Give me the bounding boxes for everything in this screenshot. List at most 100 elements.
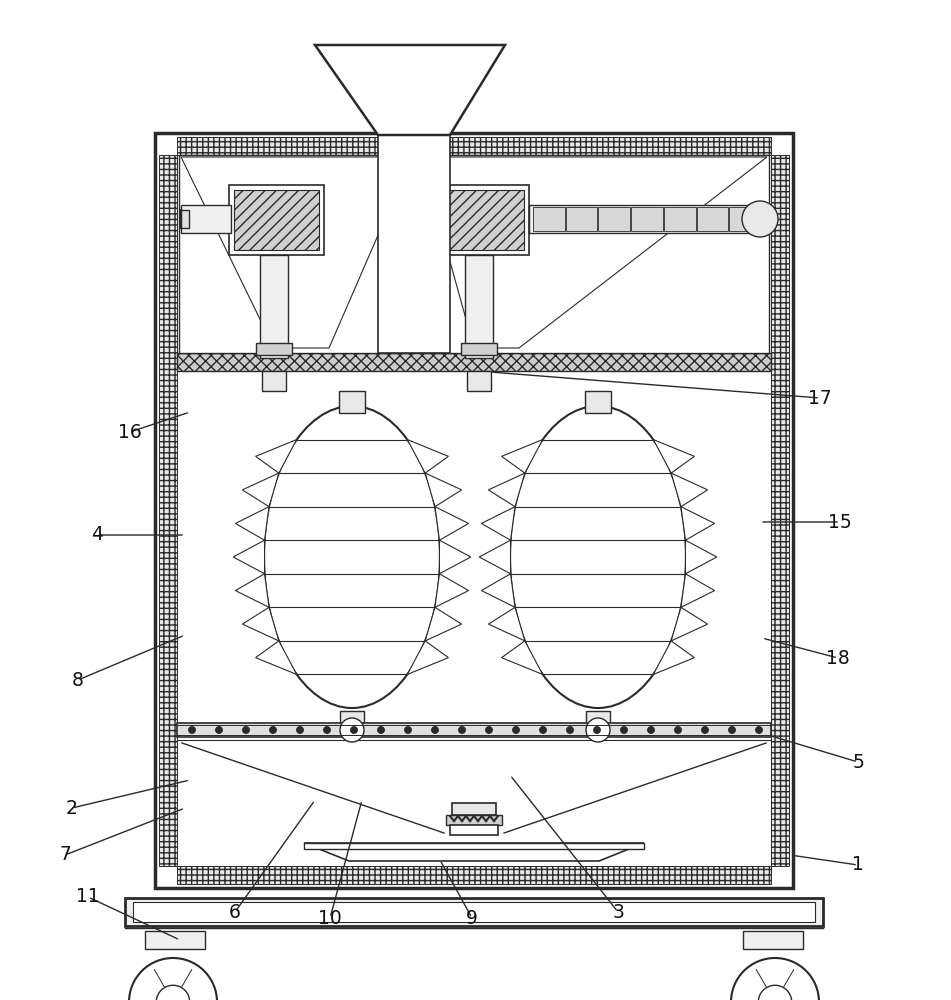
Text: 15: 15 bbox=[828, 512, 852, 532]
Polygon shape bbox=[681, 574, 714, 607]
Circle shape bbox=[243, 726, 249, 734]
Circle shape bbox=[351, 726, 358, 734]
Polygon shape bbox=[489, 473, 525, 507]
Circle shape bbox=[188, 726, 196, 734]
Polygon shape bbox=[653, 440, 694, 473]
Text: 3: 3 bbox=[612, 902, 624, 922]
Polygon shape bbox=[671, 607, 708, 641]
Bar bbox=[743, 931, 803, 949]
Polygon shape bbox=[501, 641, 543, 674]
Text: 10: 10 bbox=[319, 908, 341, 928]
Bar bbox=[177, 866, 771, 884]
Bar bbox=[729, 207, 761, 231]
Bar bbox=[378, 135, 450, 353]
Bar bbox=[598, 207, 631, 231]
Ellipse shape bbox=[510, 406, 686, 708]
Polygon shape bbox=[233, 540, 264, 574]
Circle shape bbox=[648, 726, 654, 734]
Text: 17: 17 bbox=[808, 388, 832, 408]
Polygon shape bbox=[501, 440, 543, 473]
Bar bbox=[585, 391, 611, 413]
Bar bbox=[467, 371, 491, 391]
Text: 7: 7 bbox=[59, 846, 71, 864]
Bar bbox=[181, 205, 231, 233]
Text: 18: 18 bbox=[826, 648, 850, 668]
Circle shape bbox=[297, 726, 303, 734]
Polygon shape bbox=[315, 45, 505, 135]
Circle shape bbox=[755, 726, 763, 734]
Bar bbox=[179, 155, 414, 353]
Circle shape bbox=[567, 726, 573, 734]
Bar bbox=[155, 133, 793, 888]
Polygon shape bbox=[421, 157, 767, 348]
Polygon shape bbox=[435, 574, 469, 607]
Polygon shape bbox=[243, 473, 279, 507]
Polygon shape bbox=[489, 607, 525, 641]
Circle shape bbox=[216, 726, 223, 734]
Text: 5: 5 bbox=[852, 752, 864, 772]
Bar bbox=[631, 207, 663, 231]
Circle shape bbox=[458, 726, 465, 734]
Bar bbox=[177, 353, 771, 371]
Bar bbox=[533, 207, 565, 231]
Ellipse shape bbox=[264, 406, 440, 708]
Polygon shape bbox=[407, 440, 448, 473]
Bar bbox=[771, 155, 789, 866]
Text: 11: 11 bbox=[76, 888, 100, 906]
Bar bbox=[452, 803, 496, 815]
Bar bbox=[234, 190, 319, 250]
Bar bbox=[434, 185, 529, 255]
Polygon shape bbox=[439, 540, 471, 574]
Bar bbox=[339, 391, 365, 413]
Text: 4: 4 bbox=[91, 526, 103, 544]
Polygon shape bbox=[181, 157, 412, 348]
Bar bbox=[664, 207, 695, 231]
Polygon shape bbox=[256, 440, 297, 473]
Polygon shape bbox=[407, 641, 448, 674]
Polygon shape bbox=[481, 507, 515, 540]
Bar bbox=[133, 902, 815, 922]
Text: 1: 1 bbox=[852, 856, 864, 874]
Bar bbox=[450, 825, 498, 835]
Bar bbox=[566, 207, 597, 231]
Bar bbox=[439, 190, 524, 250]
Bar bbox=[340, 711, 364, 733]
Circle shape bbox=[378, 726, 384, 734]
Polygon shape bbox=[435, 507, 469, 540]
Bar bbox=[419, 155, 769, 353]
Text: 2: 2 bbox=[66, 798, 78, 818]
Circle shape bbox=[742, 201, 778, 237]
Polygon shape bbox=[479, 540, 511, 574]
Circle shape bbox=[593, 726, 600, 734]
Circle shape bbox=[486, 726, 493, 734]
Polygon shape bbox=[653, 641, 694, 674]
Circle shape bbox=[129, 958, 217, 1000]
Circle shape bbox=[702, 726, 708, 734]
Bar bbox=[461, 343, 497, 355]
Polygon shape bbox=[236, 507, 269, 540]
Bar bbox=[304, 843, 644, 849]
Text: 6: 6 bbox=[229, 902, 241, 922]
Polygon shape bbox=[681, 507, 714, 540]
Bar bbox=[145, 931, 205, 949]
Bar bbox=[125, 898, 823, 926]
Circle shape bbox=[731, 958, 819, 1000]
Bar bbox=[177, 723, 771, 737]
Polygon shape bbox=[304, 843, 644, 861]
Polygon shape bbox=[256, 641, 297, 674]
Polygon shape bbox=[236, 574, 269, 607]
Bar bbox=[159, 155, 177, 866]
Circle shape bbox=[432, 726, 438, 734]
Bar bbox=[256, 343, 292, 355]
Circle shape bbox=[323, 726, 331, 734]
Bar bbox=[260, 255, 288, 358]
Bar bbox=[696, 207, 728, 231]
Bar bbox=[229, 185, 324, 255]
Circle shape bbox=[758, 985, 792, 1000]
Bar bbox=[529, 205, 766, 233]
Polygon shape bbox=[686, 540, 717, 574]
Circle shape bbox=[340, 718, 364, 742]
Bar bbox=[446, 815, 502, 825]
Circle shape bbox=[404, 726, 412, 734]
Circle shape bbox=[674, 726, 682, 734]
